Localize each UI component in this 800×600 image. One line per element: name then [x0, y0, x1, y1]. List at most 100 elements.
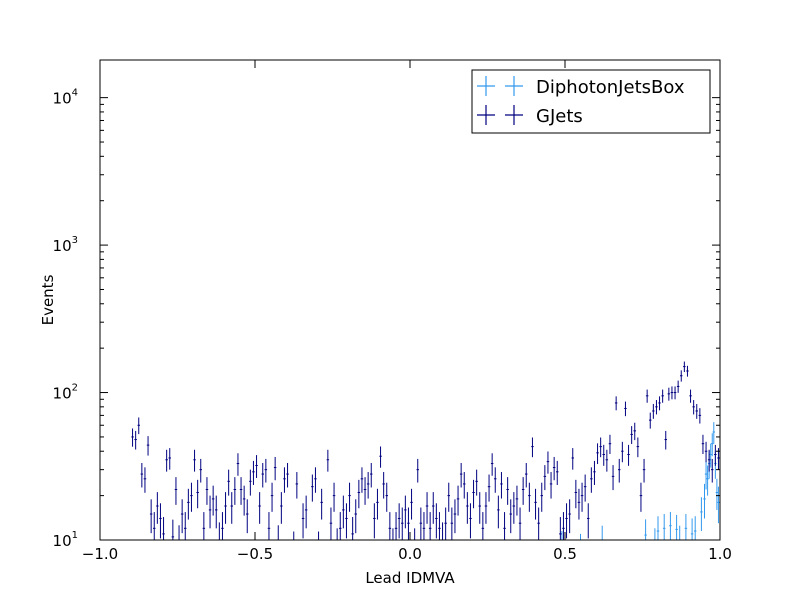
- data-point-gjets: [311, 474, 314, 502]
- data-point-gjets: [515, 485, 519, 516]
- data-point-gjets: [168, 448, 171, 470]
- y-tick-exponent: 2: [72, 383, 78, 394]
- data-point-gjets: [428, 512, 432, 540]
- data-point-gjets: [649, 412, 652, 429]
- x-axis-label: Lead IDMVA: [365, 569, 455, 587]
- data-point-gjets: [695, 403, 698, 419]
- data-point-gjets: [518, 507, 522, 540]
- data-point-gjets: [370, 462, 373, 488]
- data-point-gjets: [621, 441, 624, 463]
- data-point-diphotonjetsbox: [704, 461, 708, 490]
- data-point-gjets: [481, 512, 485, 540]
- data-point-gjets: [652, 403, 655, 419]
- data-point-diphotonjetsbox: [700, 497, 703, 532]
- data-point-gjets: [556, 460, 559, 485]
- x-axis-ticks: −1.0 −0.5 0.0 0.5 1.0: [82, 60, 732, 563]
- data-point-gjets: [618, 458, 621, 483]
- data-point-gjets: [599, 437, 602, 458]
- data-point-gjets: [614, 396, 618, 411]
- data-point-gjets: [165, 449, 168, 472]
- data-point-gjets: [645, 389, 649, 403]
- data-point-gjets: [385, 482, 388, 512]
- data-point-gjets: [590, 467, 593, 493]
- data-point-gjets: [264, 458, 268, 483]
- data-point-diphotonjetsbox: [601, 525, 603, 540]
- data-point-gjets: [286, 462, 289, 488]
- data-point-gjets: [267, 512, 271, 540]
- data-point-gjets: [692, 400, 695, 415]
- data-point-gjets: [193, 449, 196, 472]
- data-point-gjets: [574, 479, 578, 509]
- data-point-gjets: [624, 401, 627, 417]
- data-point-gjets: [187, 488, 190, 520]
- data-point-diphotonjetsbox: [656, 516, 660, 540]
- data-point-gjets: [506, 477, 509, 505]
- data-point-gjets: [438, 512, 441, 540]
- data-point-gjets: [714, 444, 717, 466]
- data-point-gjets: [596, 443, 599, 465]
- data-point-gjets: [283, 467, 286, 493]
- data-point-gjets: [416, 458, 419, 483]
- data-point-gjets: [676, 380, 680, 393]
- data-point-gjets: [552, 456, 556, 481]
- data-point-gjets: [180, 499, 184, 534]
- data-point-gjets: [630, 426, 633, 444]
- data-point-gjets: [463, 472, 466, 499]
- data-point-gjets: [602, 444, 605, 466]
- data-point-gjets: [211, 485, 215, 516]
- data-point-gjets: [528, 482, 531, 512]
- data-point-gjets: [320, 488, 323, 520]
- data-point-gjets: [642, 458, 646, 483]
- data-point-gjets: [521, 477, 525, 505]
- data-point-diphotonjetsbox: [706, 465, 709, 496]
- y-tick-base: 10: [53, 90, 72, 108]
- y-tick-label: 103: [53, 235, 78, 255]
- data-point-gjets: [326, 449, 330, 472]
- data-point-gjets: [171, 519, 175, 540]
- data-point-gjets: [277, 525, 279, 540]
- data-point-gjets: [459, 462, 463, 488]
- legend-box: [471, 69, 711, 134]
- data-point-gjets: [373, 503, 376, 539]
- data-point-gjets: [295, 472, 299, 499]
- data-point-gjets: [673, 386, 677, 400]
- data-point-gjets: [422, 512, 426, 540]
- data-point-gjets: [236, 453, 240, 476]
- data-point-gjets: [215, 495, 218, 529]
- data-point-gjets: [208, 495, 212, 529]
- data-point-gjets: [407, 507, 410, 540]
- data-point-gjets: [196, 479, 199, 509]
- data-point-gjets: [404, 495, 407, 529]
- data-point-gjets: [190, 482, 193, 512]
- legend-item-gjets: GJets: [477, 105, 583, 127]
- data-point-gjets: [218, 522, 221, 540]
- y-tick-label: 104: [53, 88, 78, 108]
- data-point-gjets: [655, 400, 658, 415]
- data-point-gjets: [534, 488, 537, 520]
- data-point-gjets: [546, 451, 550, 474]
- data-point-gjets: [450, 507, 454, 540]
- data-point-diphotonjetsbox: [654, 528, 656, 540]
- y-tick-base: 10: [53, 385, 72, 403]
- data-point-gjets: [249, 469, 252, 496]
- data-point-gjets: [401, 507, 404, 540]
- plot-series-layer: [131, 361, 720, 540]
- data-point-gjets: [280, 492, 283, 524]
- data-point-gjets: [360, 467, 364, 493]
- data-point-gjets: [314, 467, 317, 493]
- data-point-diphotonjetsbox: [669, 511, 672, 540]
- data-point-gjets: [472, 479, 475, 509]
- data-point-gjets: [689, 389, 692, 403]
- data-point-gjets: [410, 488, 413, 520]
- data-point-gjets: [363, 477, 367, 505]
- data-point-gjets: [137, 417, 140, 435]
- legend: DiphotonJetsBox GJets: [471, 69, 711, 134]
- x-tick-label: 1.0: [708, 545, 732, 563]
- y-tick-exponent: 4: [72, 88, 78, 99]
- data-point-gjets: [683, 361, 686, 373]
- data-point-gjets: [224, 492, 227, 524]
- data-point-gjets: [568, 499, 571, 534]
- data-point-diphotonjetsbox: [690, 518, 694, 540]
